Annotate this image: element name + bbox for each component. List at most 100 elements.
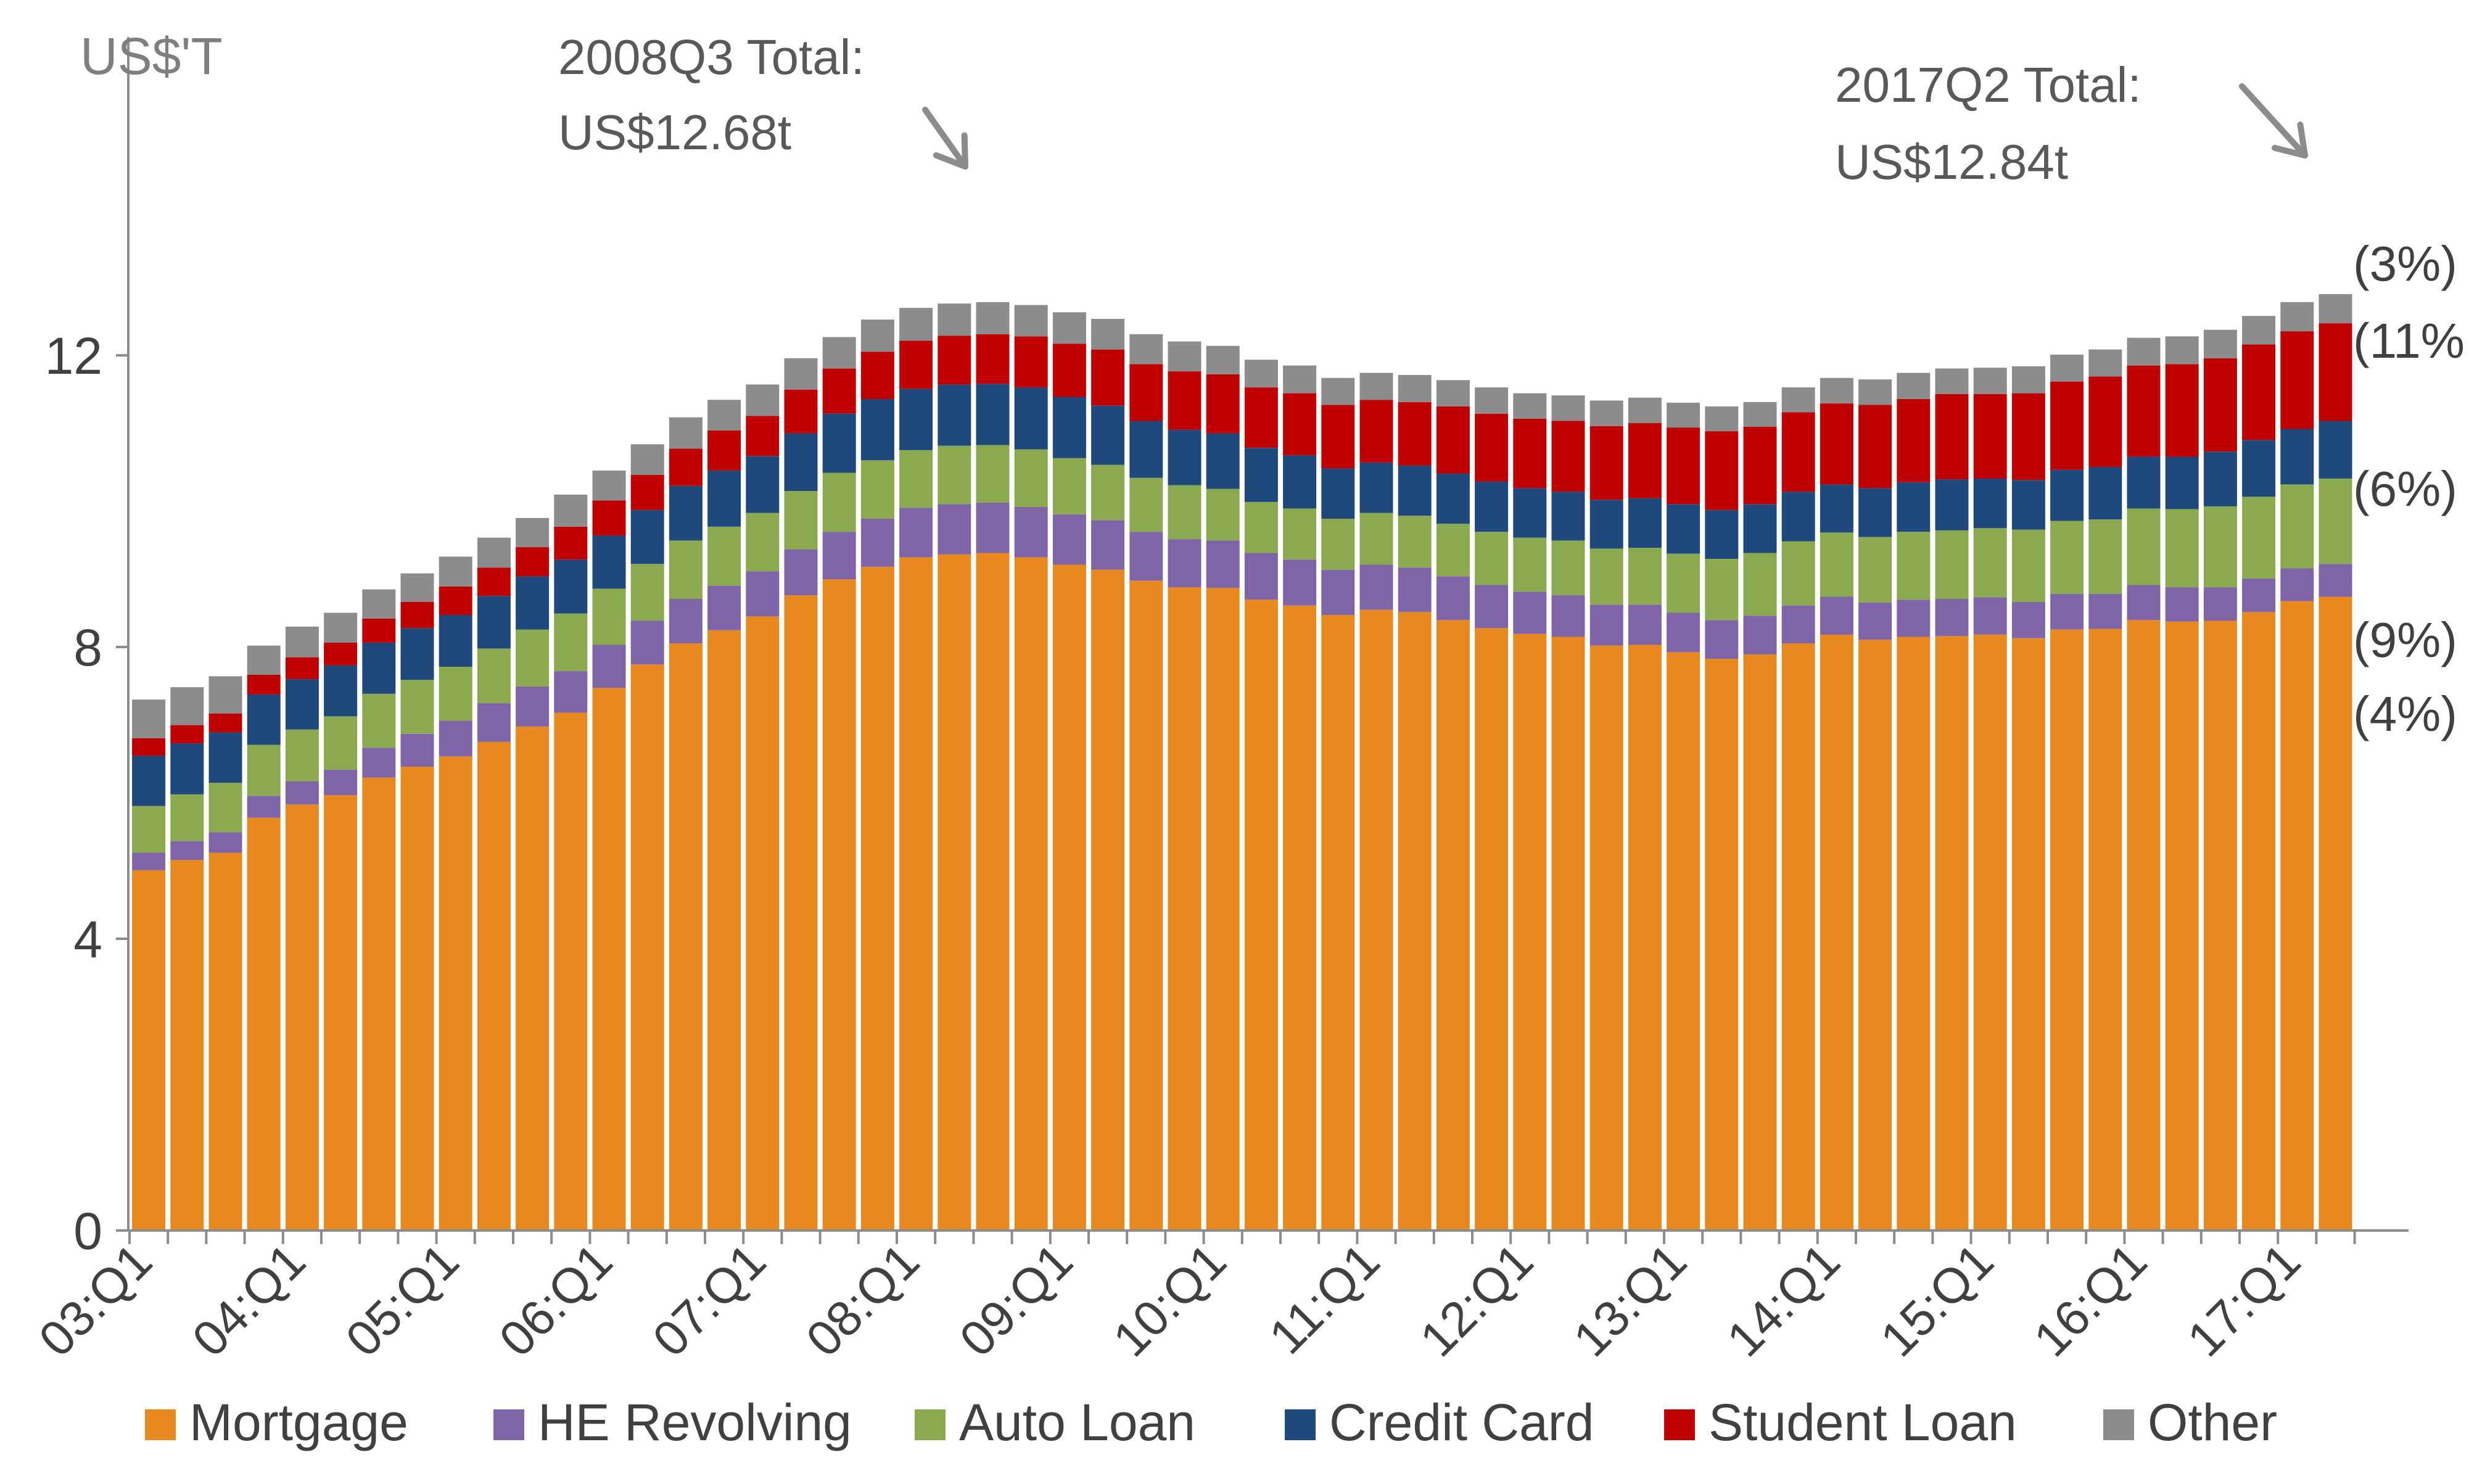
- bar-mortgage-2017Q2: [2319, 596, 2352, 1230]
- x-tick-label: 08:Q1: [796, 1233, 929, 1367]
- bar-mortgage-2010Q4: [1321, 615, 1355, 1230]
- bar-student-loan-2005Q4: [554, 527, 588, 560]
- bar-he-revolving-2014Q3: [1897, 600, 1931, 637]
- x-tick-label: 13:Q1: [1563, 1233, 1697, 1367]
- bar-he-revolving-2004Q1: [285, 781, 319, 805]
- bar-mortgage-2014Q3: [1897, 637, 1931, 1230]
- bar-he-revolving-2013Q3: [1743, 616, 1777, 654]
- bar-mortgage-2004Q4: [400, 767, 434, 1230]
- bar-mortgage-2007Q1: [746, 616, 780, 1230]
- annotation-arrow-shaft: [2239, 83, 2308, 159]
- bar-other-2009Q3: [1129, 334, 1163, 365]
- bar-mortgage-2005Q2: [477, 741, 511, 1230]
- x-tick-label: 04:Q1: [182, 1233, 316, 1367]
- bar-mortgage-2009Q1: [1052, 564, 1086, 1230]
- bar-he-revolving-2012Q4: [1628, 604, 1662, 645]
- bar-mortgage-2007Q2: [784, 595, 818, 1230]
- bar-other-2007Q2: [784, 358, 818, 390]
- bar-other-2015Q4: [2088, 349, 2122, 377]
- bar-he-revolving-2015Q3: [2050, 593, 2084, 630]
- bar-mortgage-2006Q1: [592, 688, 626, 1230]
- bar-credit-card-2011Q4: [1475, 481, 1509, 532]
- bar-student-loan-2003Q2: [170, 725, 204, 744]
- share-labels: (3%) (11% (6%) (9%) (4%): [2353, 236, 2465, 741]
- bar-student-loan-2011Q4: [1475, 413, 1509, 482]
- bar-mortgage-2012Q2: [1551, 637, 1585, 1230]
- bar-credit-card-2005Q4: [554, 559, 588, 614]
- bar-credit-card-2011Q3: [1436, 473, 1470, 524]
- bar-other-2016Q4: [2242, 316, 2276, 345]
- bar-auto-loan-2010Q1: [1206, 488, 1240, 541]
- bar-student-loan-2014Q4: [1935, 394, 1969, 480]
- bar-other-2006Q3: [669, 417, 703, 449]
- bar-student-loan-2007Q1: [746, 416, 780, 456]
- bar-other-2013Q1: [1667, 402, 1700, 428]
- bar-credit-card-2010Q4: [1321, 468, 1355, 519]
- bar-credit-card-2005Q2: [477, 596, 511, 649]
- bar-auto-loan-2016Q4: [2242, 497, 2276, 579]
- bar-auto-loan-2017Q2: [2319, 478, 2352, 564]
- bar-student-loan-2007Q2: [784, 389, 818, 434]
- bar-student-loan-2013Q3: [1743, 427, 1777, 505]
- bar-he-revolving-2003Q1: [132, 852, 166, 870]
- bar-mortgage-2003Q3: [208, 852, 242, 1230]
- bar-auto-loan-2015Q3: [2050, 521, 2084, 594]
- bar-he-revolving-2016Q2: [2165, 587, 2199, 622]
- bar-credit-card-2007Q1: [746, 456, 780, 513]
- bar-credit-card-2013Q4: [1781, 492, 1815, 542]
- bar-he-revolving-2013Q4: [1781, 605, 1815, 644]
- bar-auto-loan-2011Q4: [1475, 532, 1509, 585]
- bar-he-revolving-2017Q2: [2319, 564, 2352, 597]
- bar-he-revolving-2012Q1: [1513, 592, 1547, 634]
- bar-student-loan-2010Q3: [1283, 393, 1317, 456]
- bar-student-loan-2006Q1: [592, 500, 626, 536]
- legend-swatch-mortgage: [145, 1409, 176, 1440]
- bar-auto-loan-2006Q4: [707, 527, 741, 586]
- x-tick-label: 11:Q1: [1259, 1233, 1390, 1364]
- bar-other-2007Q1: [746, 384, 780, 416]
- bar-auto-loan-2008Q4: [1014, 449, 1048, 507]
- bar-other-2009Q4: [1168, 341, 1202, 372]
- legend: Mortgage HE Revolving Auto Loan Credit Card…: [145, 1393, 2277, 1451]
- bar-he-revolving-2004Q2: [324, 769, 358, 796]
- bar-other-2006Q1: [592, 470, 626, 501]
- bar-credit-card-2004Q4: [400, 628, 434, 680]
- bar-mortgage-2017Q1: [2280, 601, 2314, 1230]
- bar-auto-loan-2007Q2: [784, 491, 818, 550]
- bar-mortgage-2006Q2: [630, 664, 664, 1230]
- bar-auto-loan-2010Q4: [1321, 518, 1355, 570]
- x-tick-label: 12:Q1: [1409, 1233, 1543, 1367]
- legend-swatch-other: [2103, 1409, 2134, 1440]
- bar-auto-loan-2012Q4: [1628, 548, 1662, 605]
- bar-auto-loan-2010Q3: [1283, 508, 1317, 560]
- bar-student-loan-2005Q3: [516, 547, 550, 577]
- bar-student-loan-2008Q4: [1014, 336, 1048, 388]
- bar-he-revolving-2011Q1: [1359, 564, 1393, 610]
- legend-swatch-credit-card: [1285, 1409, 1316, 1440]
- bar-student-loan-2003Q4: [247, 675, 281, 695]
- bar-mortgage-2008Q2: [938, 554, 971, 1230]
- legend-label-he-revolving: HE Revolving: [538, 1393, 852, 1451]
- x-tick-label: 17:Q1: [2177, 1233, 2310, 1367]
- bar-student-loan-2015Q4: [2088, 376, 2122, 467]
- bar-student-loan-2004Q4: [400, 601, 434, 629]
- bar-other-2008Q3: [976, 302, 1010, 334]
- bar-auto-loan-2014Q3: [1897, 532, 1931, 600]
- bar-credit-card-2006Q4: [707, 470, 741, 527]
- bar-mortgage-2010Q2: [1244, 600, 1278, 1230]
- bar-he-revolving-2007Q1: [746, 571, 780, 617]
- bar-mortgage-2003Q4: [247, 817, 281, 1230]
- bar-he-revolving-2003Q2: [170, 841, 204, 860]
- bar-student-loan-2014Q3: [1897, 399, 1931, 482]
- bar-student-loan-2011Q2: [1398, 402, 1432, 466]
- bar-he-revolving-2010Q4: [1321, 569, 1355, 615]
- bar-other-2013Q2: [1705, 406, 1739, 432]
- legend-swatch-he-revolving: [493, 1409, 524, 1440]
- bar-other-2015Q2: [2011, 366, 2045, 394]
- bar-auto-loan-2005Q3: [516, 629, 550, 686]
- bar-student-loan-2007Q3: [822, 368, 856, 414]
- bar-credit-card-2012Q2: [1551, 492, 1585, 541]
- bar-other-2006Q2: [630, 444, 664, 475]
- bar-other-2017Q2: [2319, 294, 2352, 324]
- bar-auto-loan-2006Q2: [630, 564, 664, 621]
